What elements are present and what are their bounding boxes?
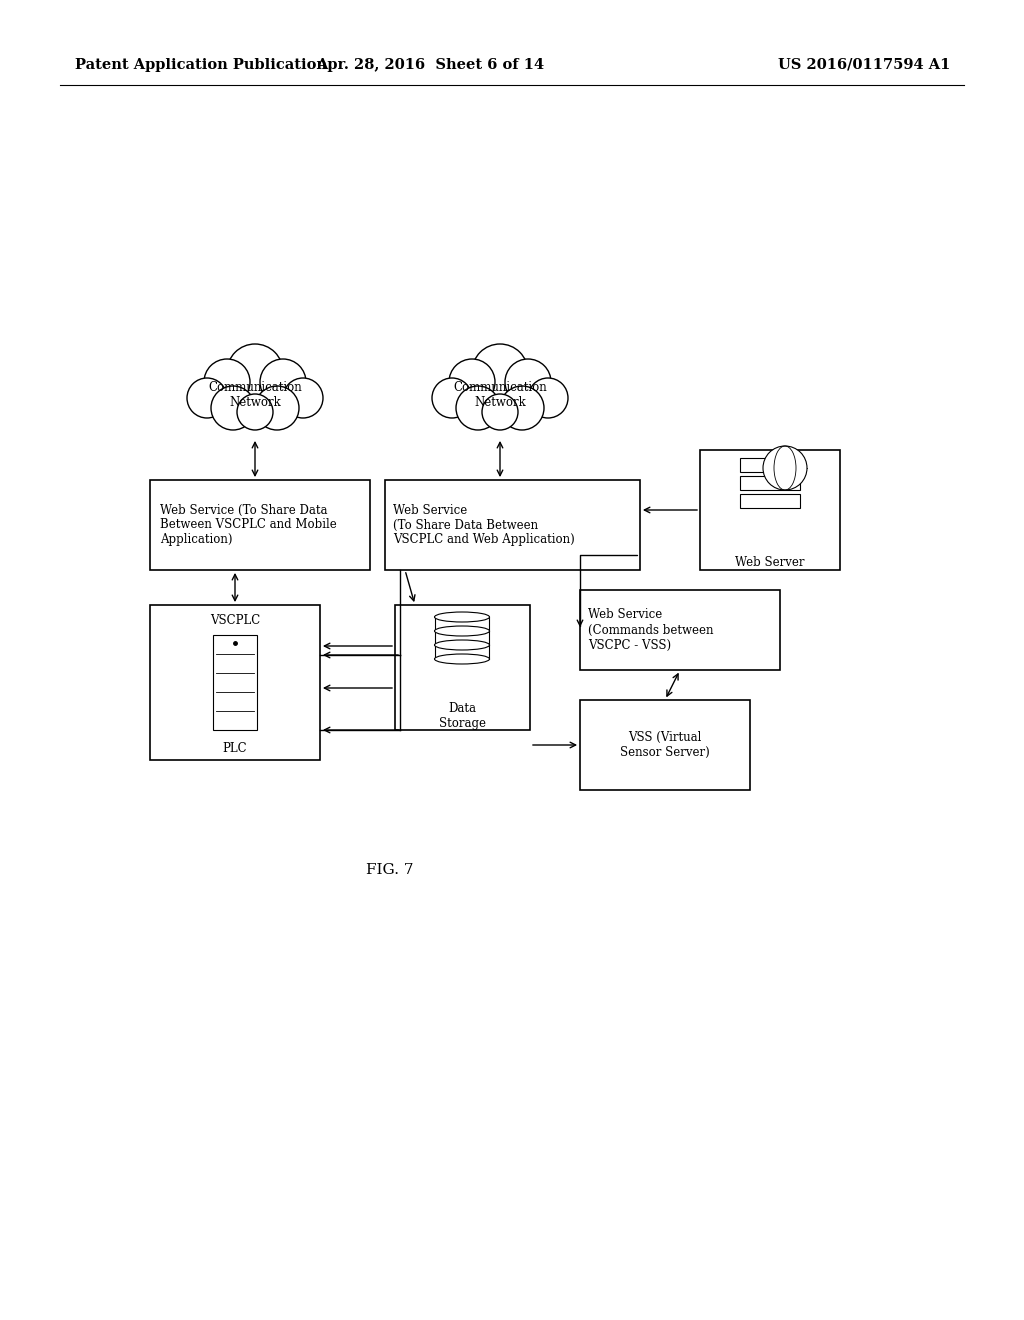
Bar [740, 477, 800, 490]
Text: US 2016/0117594 A1: US 2016/0117594 A1 [777, 58, 950, 73]
Bar [385, 480, 640, 570]
Circle shape [528, 378, 568, 418]
Text: Web Server: Web Server [735, 556, 805, 569]
Ellipse shape [434, 653, 489, 664]
Circle shape [500, 385, 544, 430]
Text: Communication
Network: Communication Network [454, 381, 547, 409]
Circle shape [763, 446, 807, 490]
Ellipse shape [434, 640, 489, 649]
Bar [150, 480, 370, 570]
Ellipse shape [434, 626, 489, 636]
Text: Web Service (To Share Data
Between VSCPLC and Mobile
Application): Web Service (To Share Data Between VSCPL… [160, 503, 337, 546]
Ellipse shape [434, 612, 489, 622]
Bar [150, 605, 319, 760]
Circle shape [187, 378, 227, 418]
Circle shape [505, 359, 551, 405]
Circle shape [472, 345, 528, 400]
Circle shape [227, 345, 283, 400]
Circle shape [482, 393, 518, 430]
Bar [395, 605, 530, 730]
Text: Web Service
(To Share Data Between
VSCPLC and Web Application): Web Service (To Share Data Between VSCPL… [393, 503, 574, 546]
Bar [580, 590, 780, 671]
Circle shape [432, 378, 472, 418]
Bar [740, 458, 800, 473]
Text: Communication
Network: Communication Network [208, 381, 302, 409]
Text: VSCPLC: VSCPLC [210, 614, 260, 627]
Text: Data
Storage: Data Storage [439, 702, 486, 730]
Circle shape [456, 385, 500, 430]
Text: Web Service
(Commands between
VSCPC - VSS): Web Service (Commands between VSCPC - VS… [588, 609, 714, 652]
Text: Apr. 28, 2016  Sheet 6 of 14: Apr. 28, 2016 Sheet 6 of 14 [316, 58, 544, 73]
Circle shape [449, 359, 495, 405]
Circle shape [211, 385, 255, 430]
Bar [700, 450, 840, 570]
Circle shape [204, 359, 250, 405]
Circle shape [255, 385, 299, 430]
Text: VSS (Virtual
Sensor Server): VSS (Virtual Sensor Server) [621, 731, 710, 759]
Circle shape [237, 393, 273, 430]
Circle shape [260, 359, 306, 405]
Text: PLC: PLC [222, 742, 248, 755]
Bar [213, 635, 257, 730]
Text: FIG. 7: FIG. 7 [367, 863, 414, 876]
Circle shape [283, 378, 323, 418]
Text: Patent Application Publication: Patent Application Publication [75, 58, 327, 73]
Bar [740, 494, 800, 508]
Bar [580, 700, 750, 789]
